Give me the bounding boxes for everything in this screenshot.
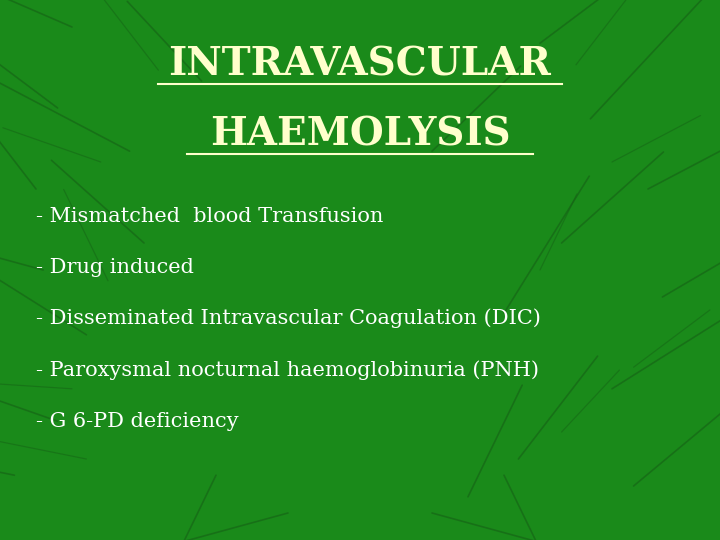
Text: - Disseminated Intravascular Coagulation (DIC): - Disseminated Intravascular Coagulation… xyxy=(36,309,541,328)
Text: - Paroxysmal nocturnal haemoglobinuria (PNH): - Paroxysmal nocturnal haemoglobinuria (… xyxy=(36,360,539,380)
Text: INTRAVASCULAR: INTRAVASCULAR xyxy=(168,46,552,84)
Text: - Drug induced: - Drug induced xyxy=(36,258,194,277)
Text: - G 6-PD deficiency: - G 6-PD deficiency xyxy=(36,411,238,431)
Text: - Mismatched  blood Transfusion: - Mismatched blood Transfusion xyxy=(36,206,383,226)
Text: HAEMOLYSIS: HAEMOLYSIS xyxy=(210,116,510,154)
